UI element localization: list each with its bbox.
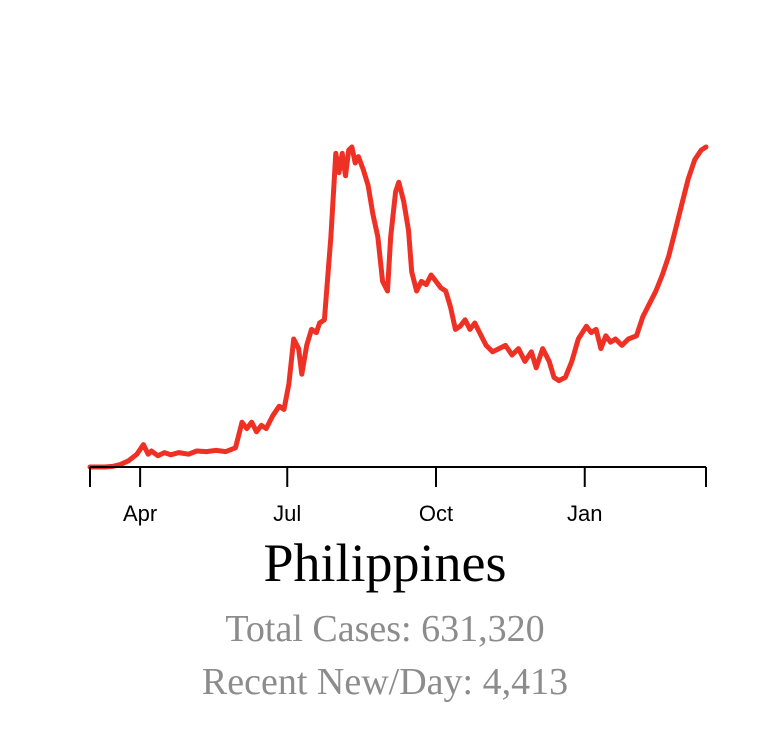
- x-axis-tick-label-jan: Jan: [567, 501, 602, 526]
- cases-line-chart: Apr Jul Oct Jan: [87, 144, 709, 526]
- country-title: Philippines: [263, 533, 507, 593]
- total-cases-text: Total Cases: 631,320: [225, 608, 545, 650]
- x-axis-ticks: Apr Jul Oct Jan: [89, 467, 707, 526]
- x-axis-tick-label-apr: Apr: [123, 501, 157, 526]
- x-axis-tick-label-oct: Oct: [419, 501, 453, 526]
- x-axis-tick-label-jul: Jul: [273, 501, 301, 526]
- recent-new-per-day-text: Recent New/Day: 4,413: [201, 661, 569, 703]
- cases-series-line: [87, 144, 709, 470]
